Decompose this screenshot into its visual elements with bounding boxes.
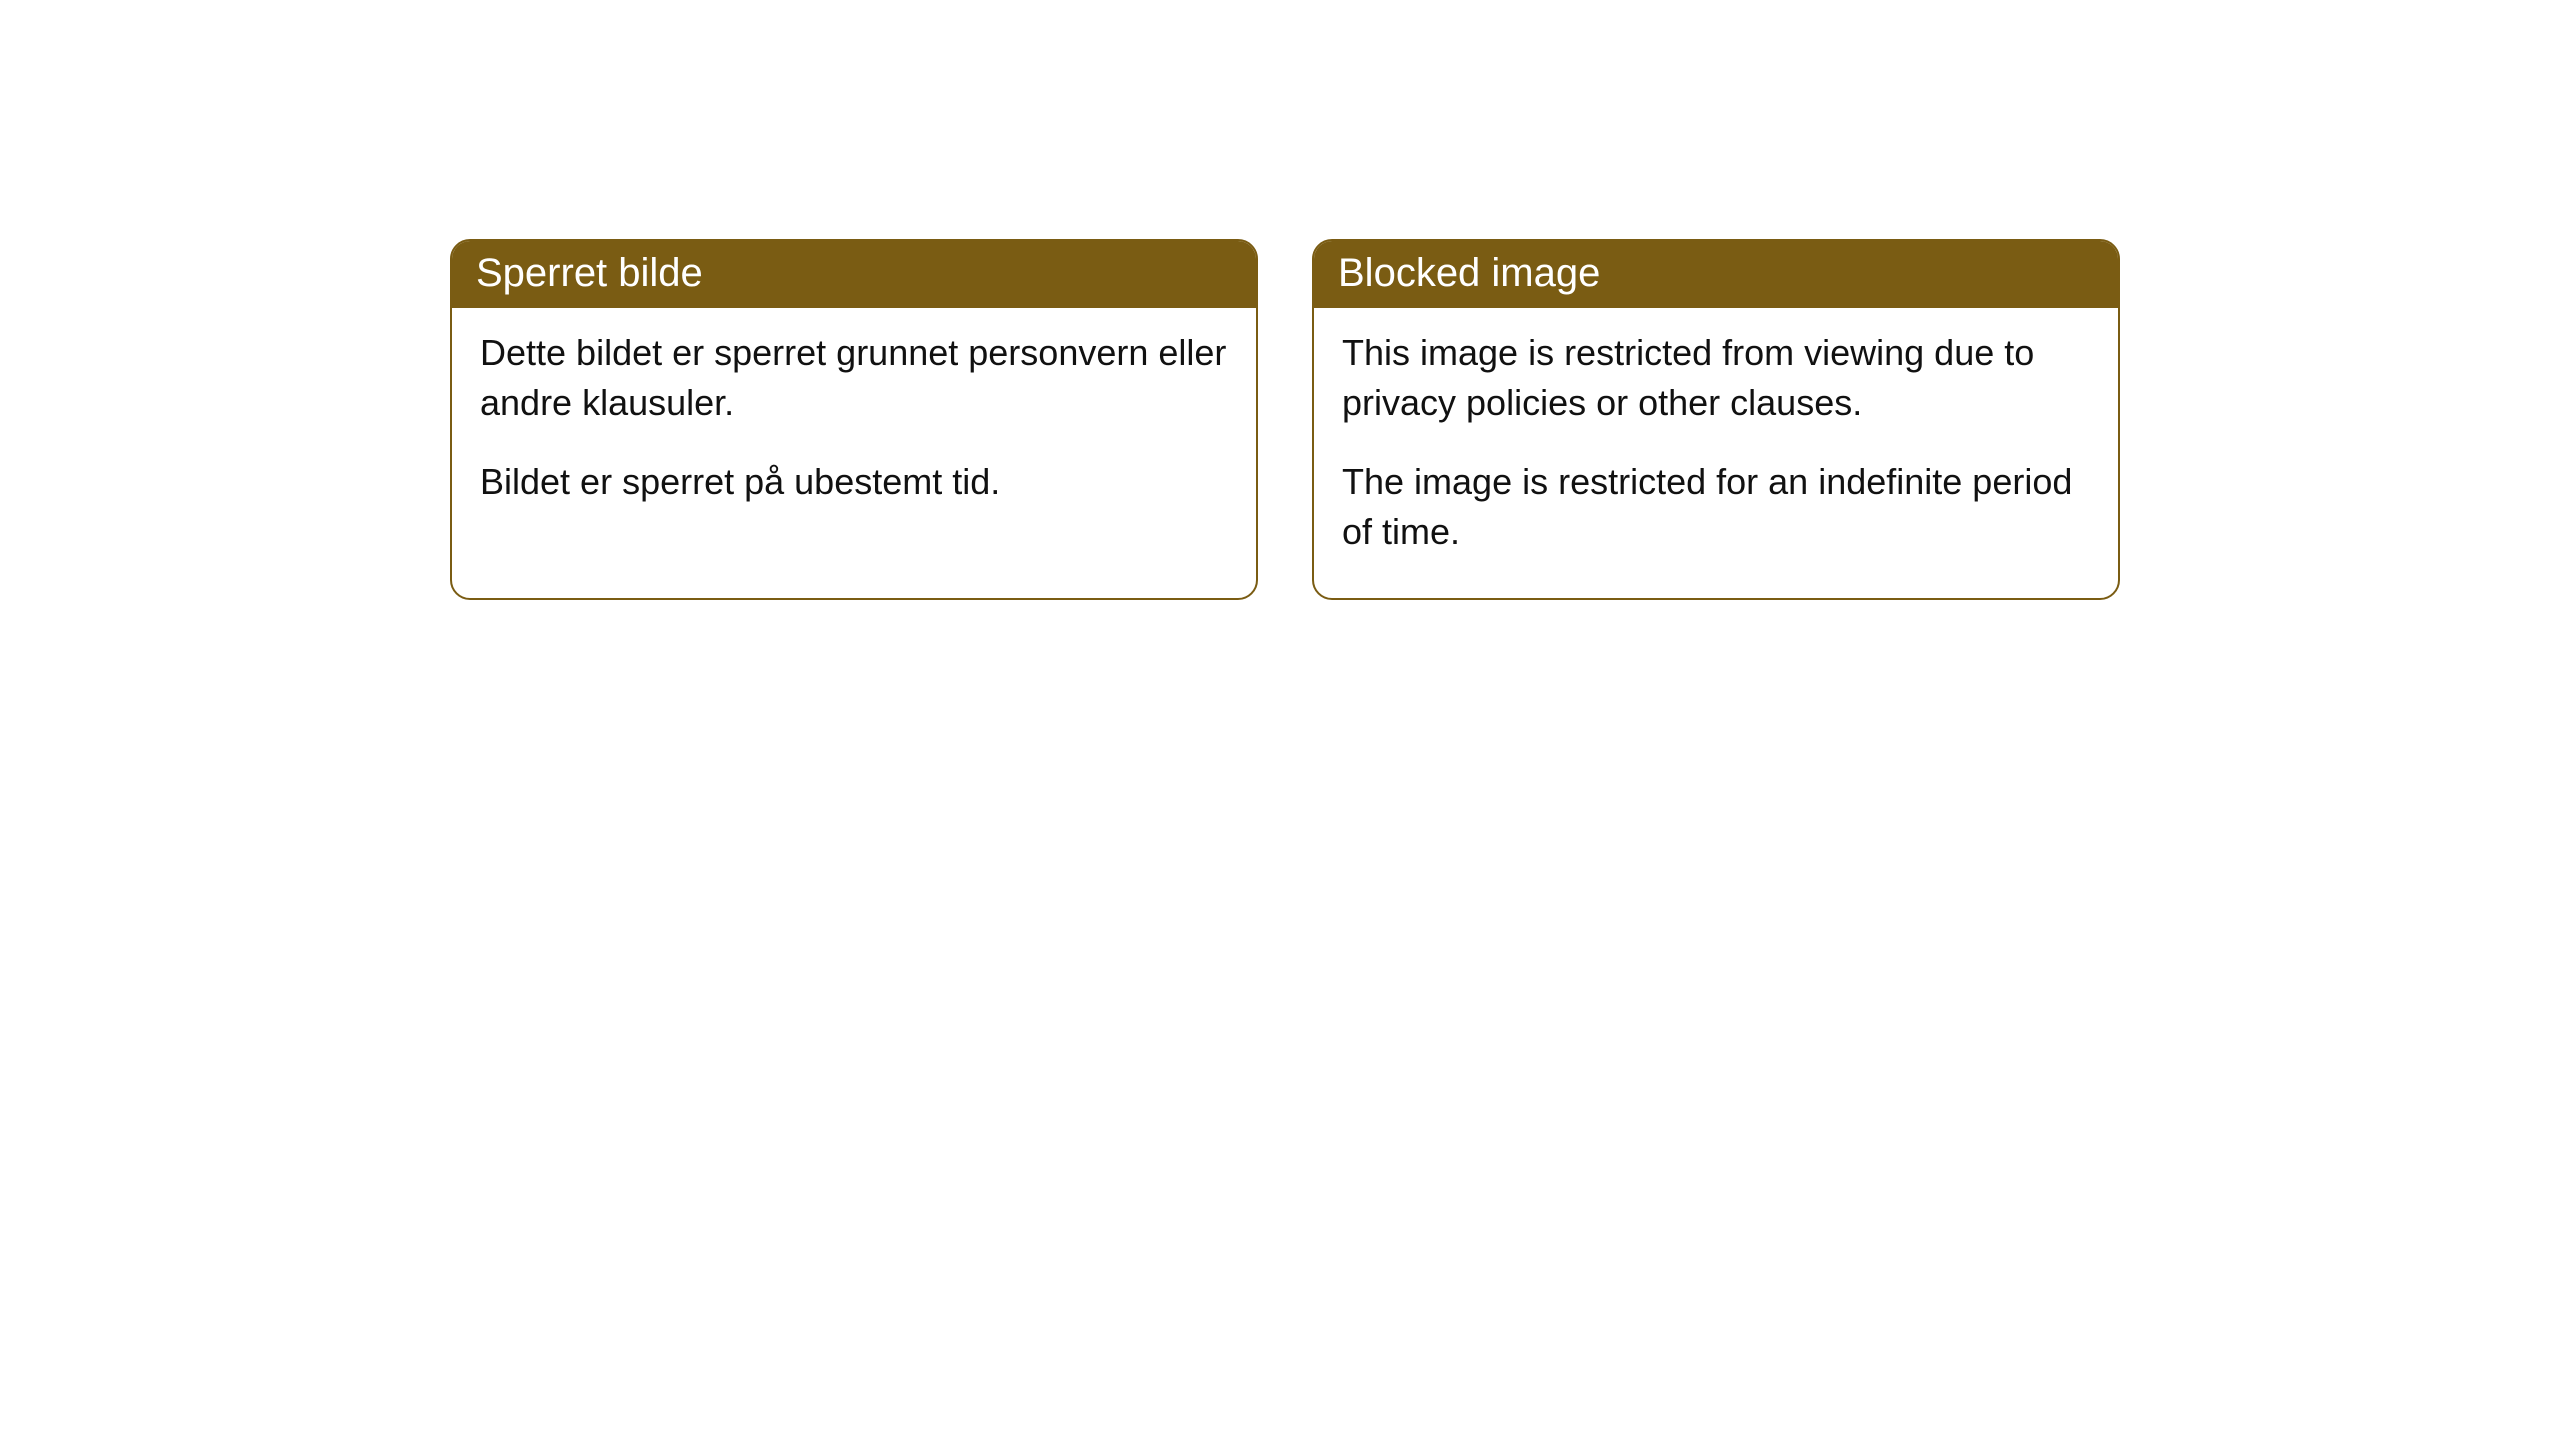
notice-paragraph-2: The image is restricted for an indefinit… [1342,457,2090,558]
notice-title: Sperret bilde [476,251,703,295]
notice-paragraph-2: Bildet er sperret på ubestemt tid. [480,457,1228,507]
notice-paragraph-1: Dette bildet er sperret grunnet personve… [480,328,1228,429]
notice-paragraph-1: This image is restricted from viewing du… [1342,328,2090,429]
notice-header-english: Blocked image [1314,241,2118,308]
notice-header-norwegian: Sperret bilde [452,241,1256,308]
notice-cards-container: Sperret bilde Dette bildet er sperret gr… [450,239,2120,600]
notice-title: Blocked image [1338,251,1600,295]
notice-card-norwegian: Sperret bilde Dette bildet er sperret gr… [450,239,1258,600]
notice-card-english: Blocked image This image is restricted f… [1312,239,2120,600]
notice-body-english: This image is restricted from viewing du… [1314,308,2118,598]
notice-body-norwegian: Dette bildet er sperret grunnet personve… [452,308,1256,547]
